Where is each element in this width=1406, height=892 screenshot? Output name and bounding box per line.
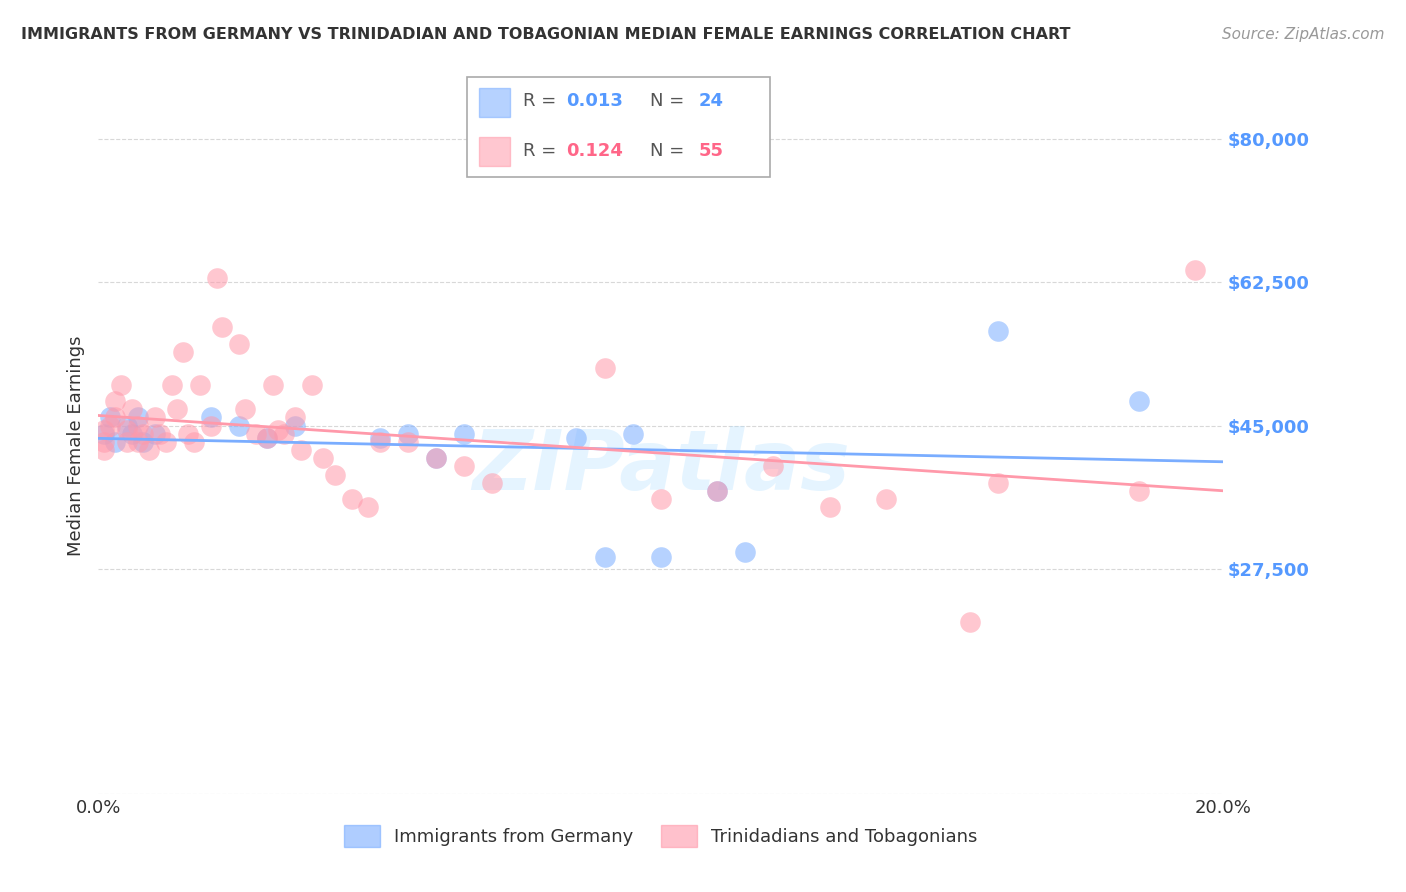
Point bbox=[290, 443, 312, 458]
Point bbox=[127, 410, 149, 425]
Point bbox=[593, 549, 616, 564]
Point bbox=[706, 483, 728, 498]
Point bbox=[650, 492, 672, 507]
Point bbox=[284, 410, 307, 425]
Point bbox=[425, 451, 447, 466]
Point bbox=[149, 426, 172, 441]
Point bbox=[453, 426, 475, 441]
Point bbox=[93, 443, 115, 458]
Text: IMMIGRANTS FROM GERMANY VS TRINIDADIAN AND TOBAGONIAN MEDIAN FEMALE EARNINGS COR: IMMIGRANTS FROM GERMANY VS TRINIDADIAN A… bbox=[21, 27, 1070, 42]
Point bbox=[425, 451, 447, 466]
Point bbox=[987, 325, 1010, 339]
Point bbox=[734, 545, 756, 559]
Point bbox=[357, 500, 380, 515]
Point bbox=[200, 418, 222, 433]
Point bbox=[284, 418, 307, 433]
Point bbox=[228, 418, 250, 433]
Point bbox=[1128, 394, 1150, 409]
Point bbox=[132, 434, 155, 449]
Point bbox=[368, 434, 391, 449]
Point bbox=[256, 431, 278, 445]
Point bbox=[115, 423, 138, 437]
Point bbox=[959, 615, 981, 629]
Text: ZIPatlas: ZIPatlas bbox=[472, 426, 849, 508]
Point bbox=[110, 377, 132, 392]
Point bbox=[172, 344, 194, 359]
Point bbox=[93, 423, 115, 437]
Point bbox=[481, 475, 503, 490]
Point bbox=[396, 434, 419, 449]
Point bbox=[127, 418, 149, 433]
Point bbox=[301, 377, 323, 392]
Bar bbox=[479, 137, 510, 166]
Point bbox=[188, 377, 211, 392]
Bar bbox=[479, 88, 510, 117]
Point bbox=[1184, 263, 1206, 277]
Point bbox=[453, 459, 475, 474]
Point bbox=[593, 361, 616, 376]
Text: Source: ZipAtlas.com: Source: ZipAtlas.com bbox=[1222, 27, 1385, 42]
Point bbox=[323, 467, 346, 482]
Point bbox=[368, 431, 391, 445]
Point bbox=[166, 402, 188, 417]
Point bbox=[183, 434, 205, 449]
Point bbox=[621, 426, 644, 441]
Point bbox=[1128, 483, 1150, 498]
Point bbox=[312, 451, 335, 466]
Point bbox=[93, 434, 115, 449]
Point bbox=[818, 500, 841, 515]
Point bbox=[245, 426, 267, 441]
Point bbox=[565, 431, 588, 445]
Point bbox=[177, 426, 200, 441]
Point bbox=[706, 483, 728, 498]
Text: 24: 24 bbox=[699, 93, 724, 111]
Point bbox=[267, 423, 290, 437]
FancyBboxPatch shape bbox=[467, 77, 770, 178]
Y-axis label: Median Female Earnings: Median Female Earnings bbox=[66, 335, 84, 557]
Point bbox=[256, 431, 278, 445]
Text: R =: R = bbox=[523, 93, 555, 111]
Point bbox=[211, 320, 233, 334]
Point bbox=[104, 434, 127, 449]
Point bbox=[875, 492, 897, 507]
Point bbox=[115, 418, 138, 433]
Text: 55: 55 bbox=[699, 142, 724, 160]
Point bbox=[132, 426, 155, 441]
Point bbox=[127, 434, 149, 449]
Point bbox=[104, 394, 127, 409]
Point bbox=[155, 434, 177, 449]
Point bbox=[340, 492, 363, 507]
Point bbox=[143, 426, 166, 441]
Legend: Immigrants from Germany, Trinidadians and Tobagonians: Immigrants from Germany, Trinidadians an… bbox=[336, 818, 986, 855]
Point bbox=[762, 459, 785, 474]
Point bbox=[262, 377, 284, 392]
Point bbox=[104, 410, 127, 425]
Point bbox=[160, 377, 183, 392]
Text: N =: N = bbox=[650, 142, 683, 160]
Text: 0.124: 0.124 bbox=[567, 142, 623, 160]
Point bbox=[200, 410, 222, 425]
Point bbox=[121, 402, 143, 417]
Point bbox=[98, 410, 121, 425]
Point bbox=[273, 426, 295, 441]
Point bbox=[650, 549, 672, 564]
Text: R =: R = bbox=[523, 142, 555, 160]
Point bbox=[138, 443, 160, 458]
Point bbox=[228, 336, 250, 351]
Text: N =: N = bbox=[650, 93, 683, 111]
Point bbox=[987, 475, 1010, 490]
Point bbox=[115, 434, 138, 449]
Point bbox=[205, 271, 228, 285]
Point bbox=[396, 426, 419, 441]
Text: 0.013: 0.013 bbox=[567, 93, 623, 111]
Point bbox=[143, 410, 166, 425]
Point bbox=[233, 402, 256, 417]
Point bbox=[93, 426, 115, 441]
Point bbox=[98, 418, 121, 433]
Point bbox=[121, 426, 143, 441]
